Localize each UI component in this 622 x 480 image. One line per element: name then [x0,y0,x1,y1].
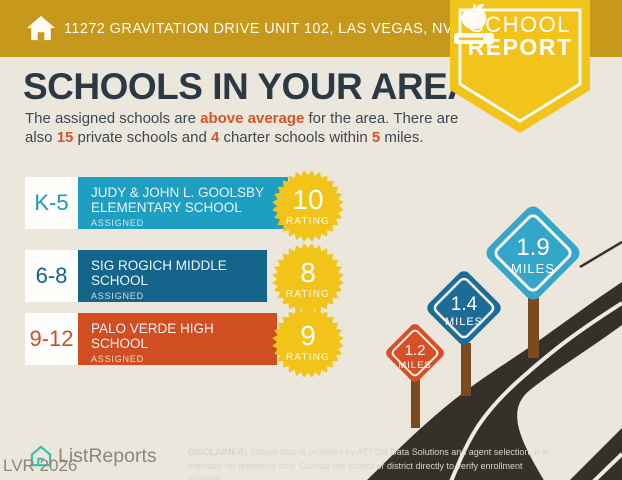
rating-value: 8 [300,256,316,288]
svg-text:MILES: MILES [445,316,483,328]
school-name: PALO VERDE HIGH SCHOOL [91,321,214,352]
school-bar: JUDY & JOHN L. GOOLSBY ELEMENTARY SCHOOL… [78,177,288,229]
grade-range-badge: 9-12 [25,313,78,365]
rating-value: 9 [300,319,316,351]
rating-label: RATING [285,288,331,300]
distance-sign-1-2: 1.2 MILES [386,324,444,382]
highlight-private-count: 15 [56,129,74,147]
road-graphic: 1.9 MILES 1.4 MILES 1.2 MILES [367,206,622,480]
property-address: 11272 GRAVITATION DRIVE UNIT 102, LAS VE… [64,20,500,37]
svg-text:MILES: MILES [398,360,432,371]
assigned-label: ASSIGNED [91,290,144,301]
summary-segment: The assigned schools are [25,110,201,127]
road-corner-line [592,452,622,480]
page-title: SCHOOLS IN YOUR AREA [23,66,474,107]
rating-starburst: 9 RATING [272,306,344,378]
watermark: LVR 2026 [3,456,78,475]
disclaimer-body: School data is provided by ATTOM Data So… [188,447,549,480]
school-row-high: 9-12 PALO VERDE HIGH SCHOOL ASSIGNED 9 R… [25,306,344,378]
house-icon [27,15,55,41]
rating-label: RATING [285,351,331,363]
distance-sign-1-9: 1.9 MILES [486,206,580,300]
sign-post [528,298,539,358]
svg-text:1.9: 1.9 [516,234,549,261]
summary-segment: charter schools within [219,129,372,147]
rating-starburst: 8 RATING [272,243,344,315]
summary-segment: for the area. There are also [25,110,459,147]
road-band [367,282,622,480]
svg-text:1.4: 1.4 [451,294,478,315]
highlight-miles: 5 [371,129,381,147]
sign-post [461,343,471,396]
listreports-house-icon [30,445,52,467]
summary-segment: miles. [380,129,424,147]
summary-text: The assigned schools are above average f… [25,109,473,147]
disclaimer-text: DISCLAIMER: School data is provided by A… [188,446,550,480]
svg-text:MILES: MILES [511,261,555,276]
road-horizon-line [579,240,622,269]
grade-range-badge: K-5 [25,177,78,229]
school-name: SIG ROGICH MIDDLE SCHOOL [91,258,227,289]
school-bar: PALO VERDE HIGH SCHOOL ASSIGNED [78,313,277,365]
apple-books-icon [454,4,494,44]
summary-segment: private schools and [73,129,211,147]
distance-sign-1-4: 1.4 MILES [427,271,501,345]
svg-text:1.2: 1.2 [405,342,426,359]
assigned-label: ASSIGNED [91,353,144,364]
sign-post [411,378,420,428]
road-band-corner [570,428,622,480]
school-bar: SIG ROGICH MIDDLE SCHOOL ASSIGNED [78,250,267,302]
rating-label: RATING [285,215,331,227]
highlight-above-average: above average [200,110,305,127]
grade-range-badge: 6-8 [25,250,78,302]
school-row-middle: 6-8 SIG ROGICH MIDDLE SCHOOL ASSIGNED 8 … [25,243,344,315]
school-row-elementary: K-5 JUDY & JOHN L. GOOLSBY ELEMENTARY SC… [25,170,344,242]
disclaimer-label: DISCLAIMER: [188,447,247,457]
assigned-label: ASSIGNED [91,217,144,228]
brand-name: ListReports [58,444,157,467]
school-name: JUDY & JOHN L. GOOLSBY ELEMENTARY SCHOOL [91,185,265,216]
highlight-charter-count: 4 [210,129,220,147]
rating-value: 10 [292,183,324,215]
road-center-line [449,301,622,480]
rating-starburst: 10 RATING [272,170,344,242]
school-report-badge: SCHOOL REPORT [450,0,590,138]
listreports-logo: ListReports [30,444,157,468]
